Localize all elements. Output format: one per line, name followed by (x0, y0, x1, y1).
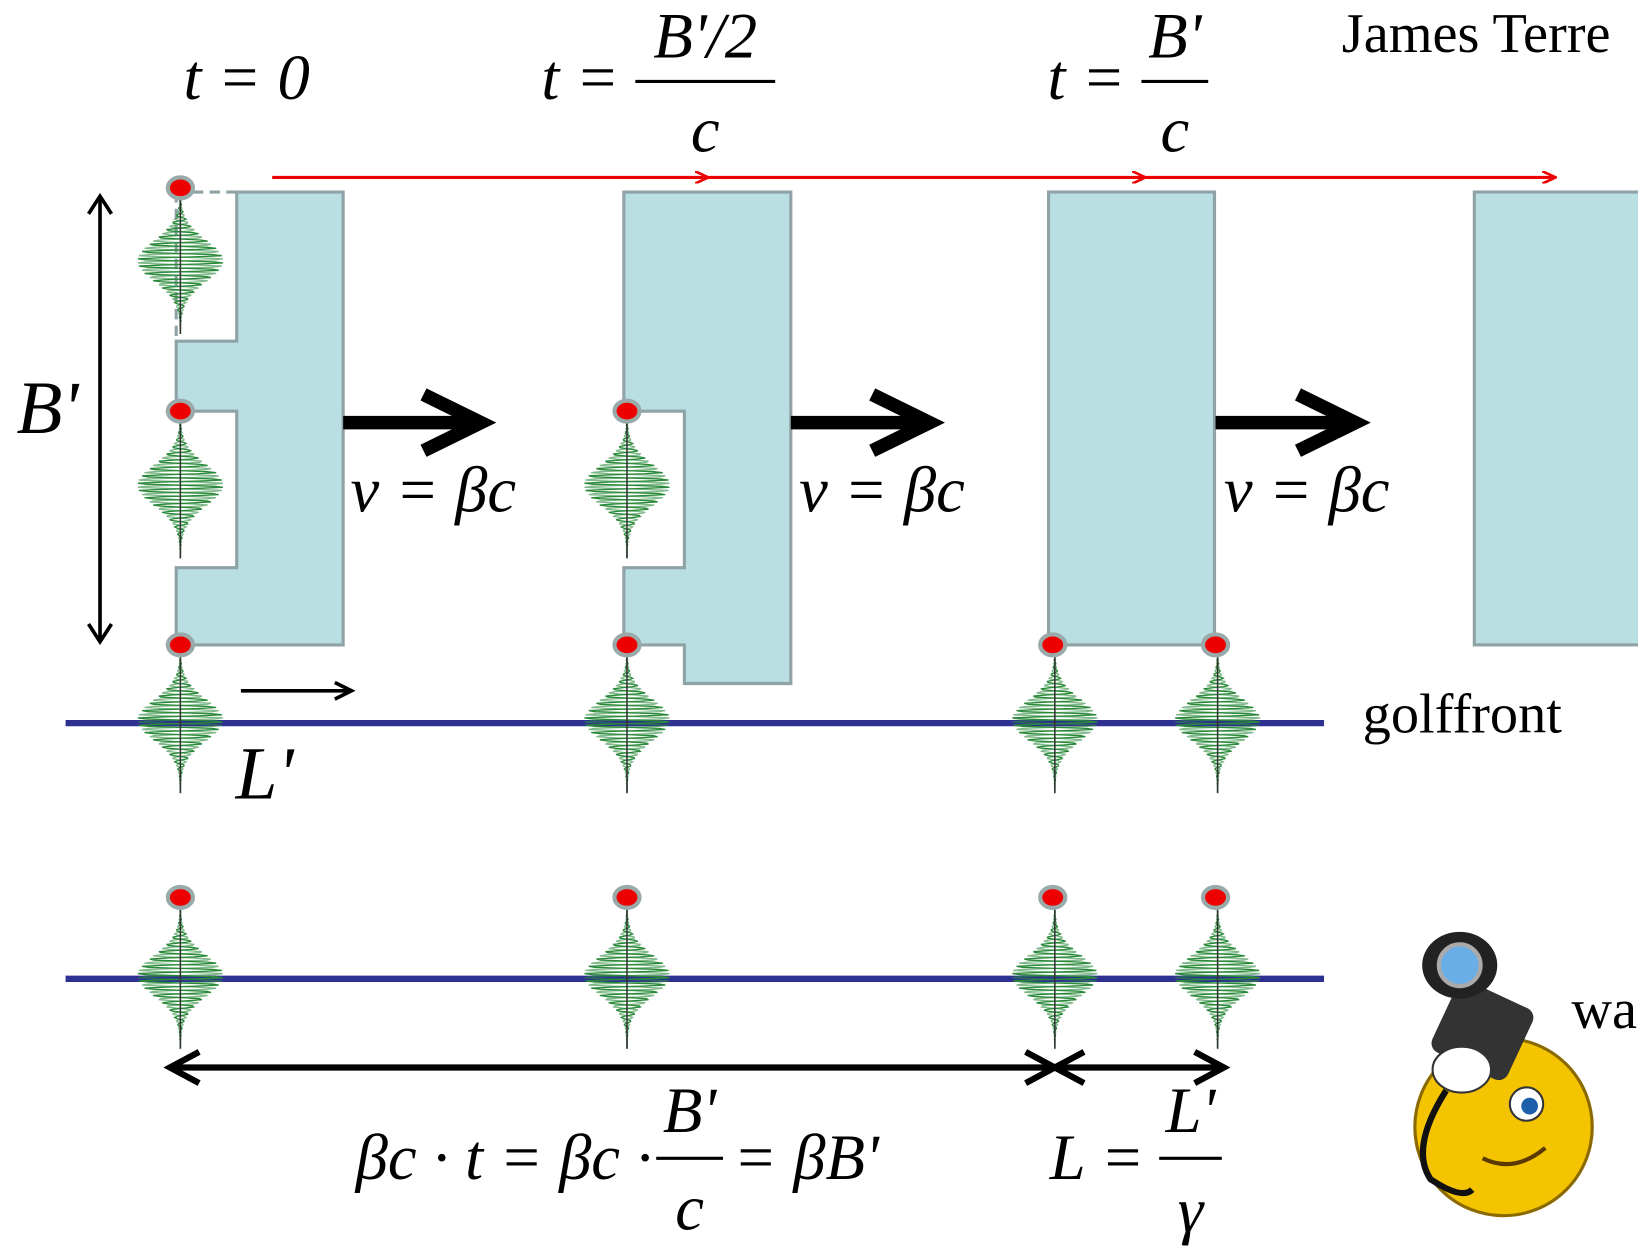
distance-rhs: = βB' (733, 1121, 880, 1193)
time-numerator: B'/2 (653, 0, 757, 71)
page: { "author": "James Terre", "time_labels"… (0, 0, 1638, 1247)
length-label: L' (235, 732, 296, 815)
length-numerator: L' (1165, 1074, 1217, 1146)
height-label: B' (17, 367, 81, 450)
author: James Terre (1342, 3, 1611, 65)
observer-icon (1415, 932, 1592, 1216)
velocity-label: v = βc (799, 453, 965, 525)
time-label: t = 0 (183, 41, 309, 113)
distance-lhs: βc · t = βc · (354, 1121, 653, 1193)
length-denominator: γ (1178, 1173, 1205, 1245)
velocity-label: v = βc (350, 453, 516, 525)
distance-numerator: B' (663, 1074, 718, 1146)
time-denominator: c (1160, 93, 1189, 165)
velocity-label: v = βc (1224, 453, 1390, 525)
time-label: t = (1048, 41, 1126, 113)
length-formula-lhs: L = (1049, 1121, 1145, 1193)
time-label: t = (541, 41, 619, 113)
time-numerator: B' (1148, 0, 1203, 71)
observer-label: wa (1571, 979, 1637, 1041)
distance-denominator: c (675, 1171, 704, 1243)
wavefront-label: golffront (1363, 684, 1563, 746)
time-denominator: c (691, 93, 720, 165)
diagram: James Terre t = 0 t = B'/2 c t = B' c v … (0, 0, 1638, 1247)
